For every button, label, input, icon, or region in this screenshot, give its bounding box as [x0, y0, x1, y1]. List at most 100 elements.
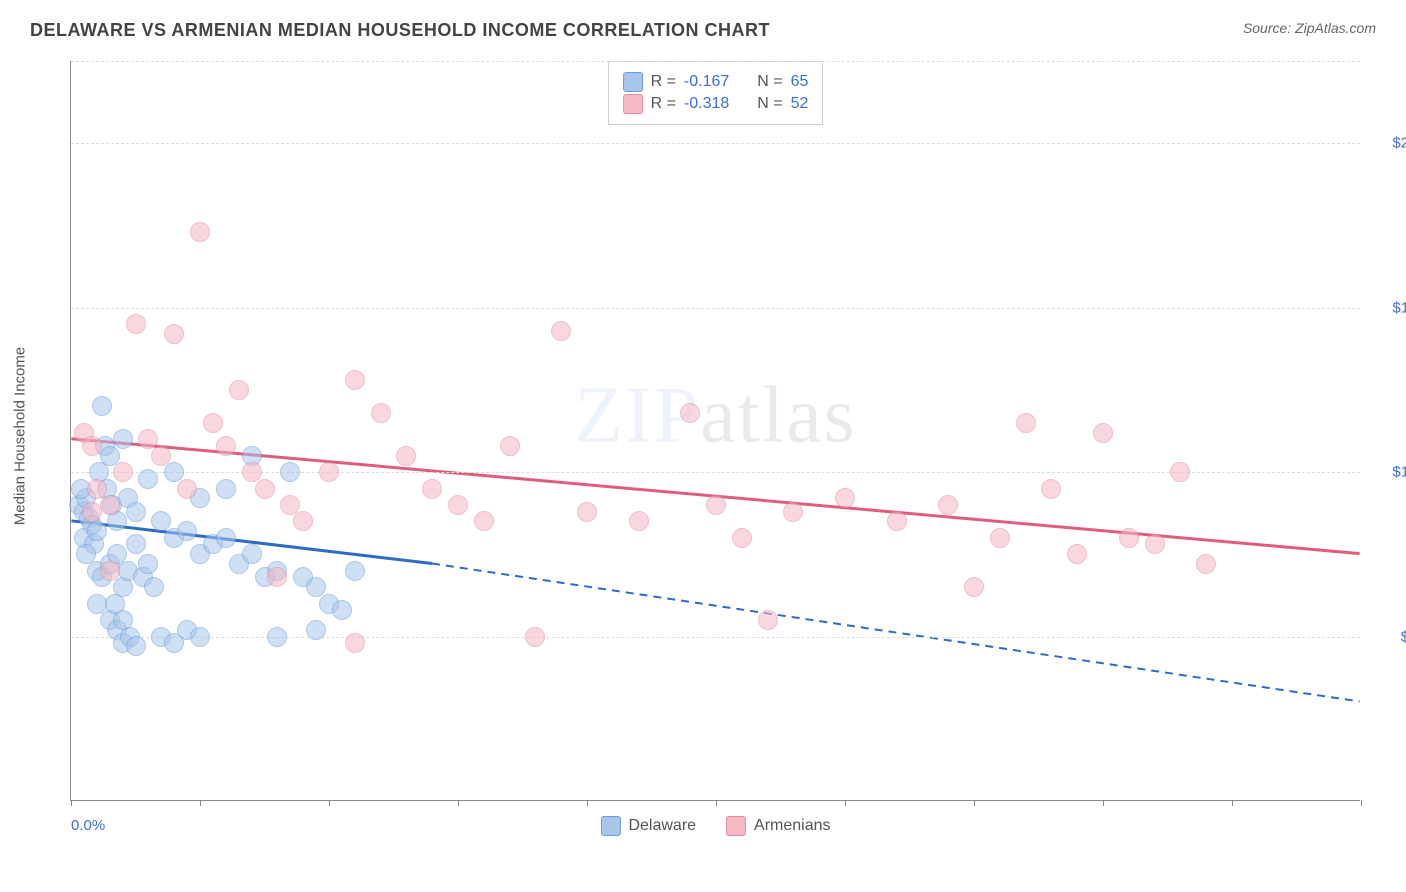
data-point	[396, 446, 416, 466]
legend-swatch	[726, 816, 746, 836]
data-point	[629, 511, 649, 531]
data-point	[216, 479, 236, 499]
data-point	[138, 469, 158, 489]
data-point	[216, 528, 236, 548]
legend-swatch	[623, 72, 643, 92]
data-point	[577, 502, 597, 522]
data-point	[835, 488, 855, 508]
series-legend: DelawareArmenians	[600, 816, 830, 836]
data-point	[1093, 423, 1113, 443]
data-point	[332, 600, 352, 620]
data-point	[229, 380, 249, 400]
data-point	[964, 577, 984, 597]
source-label: Source: ZipAtlas.com	[1243, 20, 1376, 36]
data-point	[887, 511, 907, 531]
correlation-row: R = -0.167 N = 65	[623, 72, 809, 92]
data-point	[151, 446, 171, 466]
data-point	[126, 534, 146, 554]
data-point	[345, 561, 365, 581]
data-point	[319, 462, 339, 482]
legend-swatch	[600, 816, 620, 836]
x-tick	[458, 800, 459, 806]
data-point	[87, 594, 107, 614]
data-point	[345, 370, 365, 390]
r-label: R =	[651, 73, 676, 91]
data-point	[100, 561, 120, 581]
x-tick	[974, 800, 975, 806]
x-tick	[200, 800, 201, 806]
data-point	[1145, 534, 1165, 554]
y-tick-label: $200,000	[1370, 135, 1406, 152]
data-point	[706, 495, 726, 515]
data-point	[267, 627, 287, 647]
data-point	[177, 521, 197, 541]
data-point	[938, 495, 958, 515]
x-tick	[1103, 800, 1104, 806]
data-point	[126, 314, 146, 334]
data-point	[82, 502, 102, 522]
r-value: -0.318	[684, 95, 729, 113]
gridline	[71, 637, 1360, 638]
x-axis-min-label: 0.0%	[71, 817, 105, 834]
x-tick	[1361, 800, 1362, 806]
data-point	[422, 479, 442, 499]
gridline	[71, 61, 1360, 62]
data-point	[82, 436, 102, 456]
data-point	[105, 594, 125, 614]
correlation-legend: R = -0.167N = 65R = -0.318N = 52	[608, 61, 824, 125]
data-point	[138, 554, 158, 574]
x-tick	[845, 800, 846, 806]
r-value: -0.167	[684, 73, 729, 91]
data-point	[345, 633, 365, 653]
x-tick	[1232, 800, 1233, 806]
data-point	[280, 462, 300, 482]
legend-label: Delaware	[628, 817, 696, 835]
n-label: N =	[757, 95, 782, 113]
data-point	[525, 627, 545, 647]
y-tick-label: $100,000	[1370, 464, 1406, 481]
y-tick-label: $150,000	[1370, 299, 1406, 316]
data-point	[177, 479, 197, 499]
data-point	[113, 429, 133, 449]
data-point	[1041, 479, 1061, 499]
data-point	[126, 502, 146, 522]
data-point	[371, 403, 391, 423]
data-point	[164, 324, 184, 344]
data-point	[203, 413, 223, 433]
n-label: N =	[757, 73, 782, 91]
gridline	[71, 143, 1360, 144]
plot-area: ZIPatlas R = -0.167N = 65R = -0.318N = 5…	[70, 61, 1360, 801]
data-point	[990, 528, 1010, 548]
data-point	[306, 620, 326, 640]
legend-item: Delaware	[600, 816, 696, 836]
data-point	[92, 396, 112, 416]
r-label: R =	[651, 95, 676, 113]
data-point	[126, 636, 146, 656]
data-point	[1067, 544, 1087, 564]
y-axis-label: Median Household Income	[12, 347, 29, 525]
data-point	[1170, 462, 1190, 482]
data-point	[87, 521, 107, 541]
data-point	[216, 436, 236, 456]
data-point	[758, 610, 778, 630]
gridline	[71, 308, 1360, 309]
x-tick	[716, 800, 717, 806]
watermark: ZIPatlas	[574, 370, 857, 461]
x-tick	[587, 800, 588, 806]
trend-lines	[71, 61, 1360, 800]
data-point	[783, 502, 803, 522]
data-point	[551, 321, 571, 341]
data-point	[113, 462, 133, 482]
gridline	[71, 472, 1360, 473]
data-point	[500, 436, 520, 456]
data-point	[1196, 554, 1216, 574]
header: DELAWARE VS ARMENIAN MEDIAN HOUSEHOLD IN…	[0, 0, 1406, 51]
data-point	[255, 479, 275, 499]
y-tick-label: $50,000	[1370, 628, 1406, 645]
x-tick	[71, 800, 72, 806]
x-tick	[329, 800, 330, 806]
data-point	[732, 528, 752, 548]
n-value: 65	[791, 73, 809, 91]
data-point	[448, 495, 468, 515]
correlation-row: R = -0.318N = 52	[623, 94, 809, 114]
